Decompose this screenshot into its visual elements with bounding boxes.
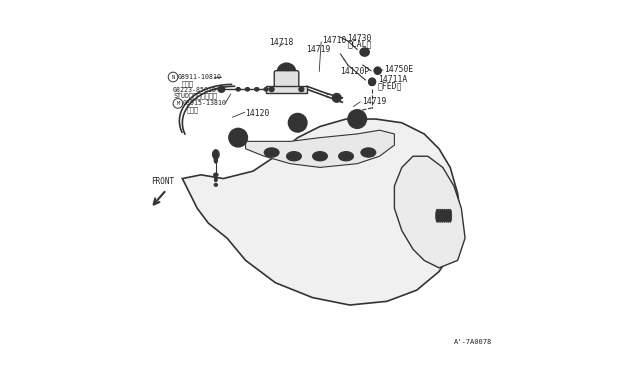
Ellipse shape [255,87,259,91]
Polygon shape [266,86,307,93]
Polygon shape [394,156,465,268]
Circle shape [348,110,367,128]
Ellipse shape [218,86,225,92]
Ellipse shape [440,209,442,222]
Circle shape [232,132,244,143]
Text: 14710: 14710 [322,36,346,45]
FancyBboxPatch shape [275,71,299,93]
Circle shape [269,87,275,92]
Ellipse shape [447,209,450,222]
Text: 14120: 14120 [245,109,269,118]
Circle shape [371,80,374,83]
Text: STUDスタッド（２）: STUDスタッド（２） [173,93,217,99]
Text: 14120P: 14120P [340,67,370,76]
Ellipse shape [361,148,376,157]
Ellipse shape [445,209,448,222]
Ellipse shape [236,87,241,91]
Text: （２）: （２） [187,106,199,113]
Text: M: M [176,101,180,106]
Ellipse shape [443,209,446,222]
Ellipse shape [212,150,219,159]
Ellipse shape [312,152,328,161]
Text: N: N [172,74,175,80]
Text: 14719: 14719 [362,97,386,106]
Ellipse shape [266,149,277,156]
Circle shape [376,69,379,72]
Ellipse shape [369,78,376,86]
Ellipse shape [280,66,293,79]
Ellipse shape [438,209,440,222]
Ellipse shape [362,50,367,55]
Circle shape [229,128,248,147]
Text: 08223-8501D: 08223-8501D [173,87,217,93]
Text: 14718: 14718 [269,38,293,46]
Ellipse shape [360,48,369,56]
Text: （２）: （２） [182,80,194,87]
Text: A'-7A0078: A'-7A0078 [454,339,492,345]
Text: 08915-13810: 08915-13810 [183,100,227,106]
Ellipse shape [363,149,374,156]
Text: 14711A: 14711A [378,76,407,84]
Ellipse shape [289,153,300,160]
Circle shape [369,78,376,86]
Text: （FED）: （FED） [378,81,403,90]
Ellipse shape [245,87,250,91]
Circle shape [292,117,303,128]
Ellipse shape [449,209,452,222]
Circle shape [299,87,304,92]
Ellipse shape [287,152,301,161]
Ellipse shape [277,63,296,82]
Ellipse shape [264,148,279,157]
Ellipse shape [214,177,218,182]
Ellipse shape [264,87,268,91]
Text: FRONT: FRONT [151,177,174,186]
Polygon shape [182,119,461,305]
Circle shape [289,113,307,132]
Ellipse shape [214,183,218,186]
Text: 14730: 14730 [347,34,372,43]
Text: 14750E: 14750E [384,65,413,74]
Ellipse shape [339,152,353,161]
Ellipse shape [340,153,351,160]
Ellipse shape [436,209,438,222]
Ellipse shape [214,157,218,163]
Ellipse shape [283,69,290,76]
Ellipse shape [374,67,381,74]
Circle shape [374,67,381,74]
Circle shape [351,113,363,125]
Circle shape [332,93,341,102]
Ellipse shape [220,88,223,91]
Text: （CAL）: （CAL） [347,40,372,49]
Polygon shape [246,130,394,167]
Text: 08911-10810: 08911-10810 [178,74,222,80]
Ellipse shape [314,153,326,160]
Ellipse shape [441,209,444,222]
Text: 14719: 14719 [306,45,331,54]
Ellipse shape [214,173,218,177]
